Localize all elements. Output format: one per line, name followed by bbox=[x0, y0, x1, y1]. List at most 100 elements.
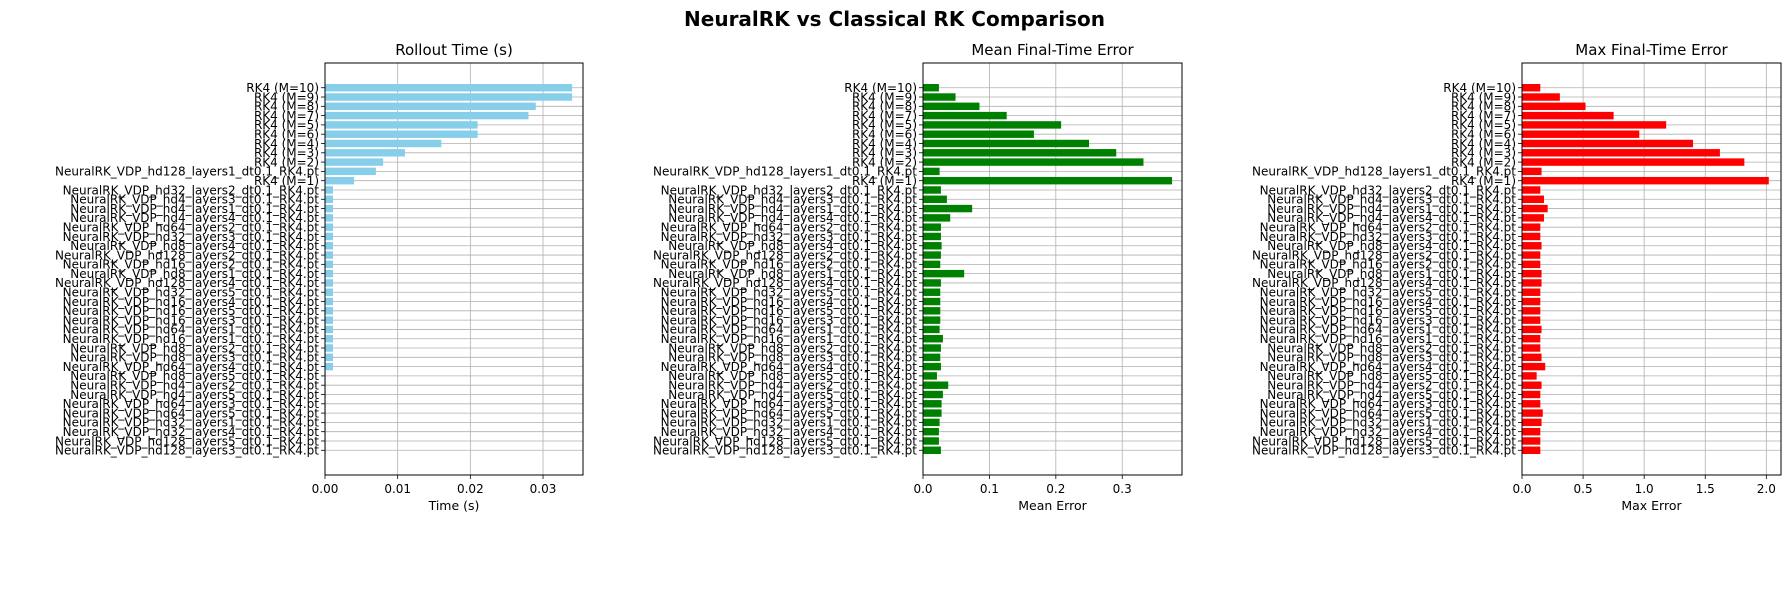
bar bbox=[325, 130, 478, 138]
y-tick-label: NeuralRK_VDP_hd4_layers1_dt0.1_RK4.pt bbox=[1267, 202, 1516, 216]
y-tick-label: NeuralRK_VDP_hd128_layers5_dt0.1_RK4.pt bbox=[55, 434, 319, 448]
y-tick-label: NeuralRK_VDP_hd64_layers2_dt0.1_RK4.pt bbox=[661, 220, 918, 234]
y-tick-label: NeuralRK_VDP_hd16_layers3_dt0.1_RK4.pt bbox=[63, 313, 320, 327]
y-tick-label: NeuralRK_VDP_hd64_layers5_dt0.1_RK4.pt bbox=[661, 406, 918, 420]
bar bbox=[923, 344, 941, 352]
bar bbox=[1522, 297, 1541, 306]
y-tick-label: RK4 (M=2) bbox=[254, 155, 319, 169]
y-tick-label: NeuralRK_VDP_hd4_layers5_dt0.1_RK4.pt bbox=[1267, 388, 1516, 402]
bar bbox=[325, 269, 333, 278]
bar bbox=[1522, 139, 1694, 148]
bar bbox=[923, 409, 942, 417]
bar bbox=[325, 102, 536, 111]
bar bbox=[1522, 381, 1542, 389]
bar bbox=[1522, 223, 1541, 231]
y-tick-label: NeuralRK_VDP_hd16_layers2_dt0.1_RK4.pt bbox=[661, 258, 918, 272]
y-tick-label: NeuralRK_VDP_hd16_layers3_dt0.1_RK4.pt bbox=[1260, 313, 1517, 327]
y-tick-label: NeuralRK_VDP_hd32_layers1_dt0.1_RK4.pt bbox=[1260, 416, 1517, 430]
y-tick-label: RK4 (M=8) bbox=[254, 100, 319, 114]
y-tick-label: NeuralRK_VDP_hd64_layers3_dt0.1_RK4.pt bbox=[661, 397, 918, 411]
y-tick-label: RK4 (M=3) bbox=[1451, 146, 1516, 160]
y-tick-label: NeuralRK_VDP_hd8_layers4_dt0.1_RK4.pt bbox=[1267, 239, 1516, 253]
x-tick-label: 0.02 bbox=[457, 482, 484, 496]
y-tick-label: RK4 (M=4) bbox=[852, 137, 917, 151]
y-tick-label: RK4 (M=2) bbox=[1451, 155, 1516, 169]
y-tick-label: NeuralRK_VDP_hd64_layers1_dt0.1_RK4.pt bbox=[63, 323, 320, 337]
y-tick-label: NeuralRK_VDP_hd4_layers3_dt0.1_RK4.pt bbox=[668, 193, 917, 207]
bar bbox=[325, 84, 573, 92]
y-tick-label: NeuralRK_VDP_hd32_layers3_dt0.1_RK4.pt bbox=[661, 230, 918, 244]
bar bbox=[325, 279, 333, 287]
chart-panel-2: RK4 (M=10)RK4 (M=9)RK4 (M=8)RK4 (M=7)RK4… bbox=[653, 41, 1183, 513]
bar bbox=[923, 381, 949, 389]
y-tick-label: NeuralRK_VDP_hd64_layers3_dt0.1_RK4.pt bbox=[63, 397, 320, 411]
bar bbox=[1522, 335, 1541, 343]
bar bbox=[325, 316, 333, 324]
y-tick-label: NeuralRK_VDP_hd8_layers2_dt0.1_RK4.pt bbox=[1267, 341, 1516, 355]
y-tick-label: NeuralRK_VDP_hd16_layers4_dt0.1_RK4.pt bbox=[63, 295, 320, 309]
y-tick-label: NeuralRK_VDP_hd4_layers4_dt0.1_RK4.pt bbox=[1267, 211, 1516, 225]
bar bbox=[325, 232, 333, 241]
bar bbox=[325, 251, 333, 259]
bar bbox=[923, 279, 941, 287]
x-tick-label: 0.3 bbox=[1113, 482, 1132, 496]
bar bbox=[923, 400, 942, 408]
y-tick-label: RK4 (M=7) bbox=[1451, 109, 1516, 123]
x-tick-label: 0.01 bbox=[384, 482, 411, 496]
bar bbox=[923, 130, 1034, 138]
bar bbox=[923, 121, 1062, 129]
y-tick-label: NeuralRK_VDP_hd64_layers2_dt0.1_RK4.pt bbox=[63, 220, 320, 234]
y-tick-label: RK4 (M=4) bbox=[1451, 137, 1516, 151]
chart-panel-3: RK4 (M=10)RK4 (M=9)RK4 (M=8)RK4 (M=7)RK4… bbox=[1252, 41, 1782, 513]
bar bbox=[923, 288, 941, 296]
y-tick-label: RK4 (M=8) bbox=[1451, 100, 1516, 114]
bar bbox=[923, 418, 940, 427]
y-tick-label: NeuralRK_VDP_hd4_layers4_dt0.1_RK4.pt bbox=[70, 211, 319, 225]
bar bbox=[923, 325, 940, 334]
x-tick-label: 0.2 bbox=[1046, 482, 1065, 496]
bar bbox=[1522, 102, 1586, 111]
bar bbox=[325, 139, 442, 148]
chart-panels: RK4 (M=10)RK4 (M=9)RK4 (M=8)RK4 (M=7)RK4… bbox=[55, 41, 1782, 513]
y-tick-label: NeuralRK_VDP_hd128_layers4_dt0.1_RK4.pt bbox=[1252, 276, 1516, 290]
bar bbox=[1522, 427, 1541, 436]
y-tick-label: NeuralRK_VDP_hd32_layers4_dt0.1_RK4.pt bbox=[661, 425, 918, 439]
bar bbox=[923, 111, 1007, 120]
y-tick-label: NeuralRK_VDP_hd32_layers2_dt0.1_RK4.pt bbox=[1260, 183, 1517, 197]
y-tick-label: NeuralRK_VDP_hd4_layers2_dt0.1_RK4.pt bbox=[668, 379, 917, 393]
y-tick-label: NeuralRK_VDP_hd16_layers1_dt0.1_RK4.pt bbox=[1260, 332, 1517, 346]
y-tick-label: NeuralRK_VDP_hd64_layers4_dt0.1_RK4.pt bbox=[661, 360, 918, 374]
y-tick-label: RK4 (M=7) bbox=[852, 109, 917, 123]
bar bbox=[923, 297, 941, 306]
bar bbox=[923, 446, 941, 454]
bar bbox=[325, 167, 376, 176]
y-tick-label: NeuralRK_VDP_hd128_layers3_dt0.1_RK4.pt bbox=[1252, 444, 1516, 458]
bar bbox=[1522, 279, 1542, 287]
y-tick-label: NeuralRK_VDP_hd8_layers1_dt0.1_RK4.pt bbox=[70, 267, 319, 281]
y-tick-label: RK4 (M=3) bbox=[852, 146, 917, 160]
y-tick-label: NeuralRK_VDP_hd4_layers5_dt0.1_RK4.pt bbox=[70, 388, 319, 402]
bar bbox=[923, 269, 965, 278]
bar bbox=[325, 353, 333, 362]
y-tick-label: NeuralRK_VDP_hd32_layers2_dt0.1_RK4.pt bbox=[63, 183, 320, 197]
y-tick-label: NeuralRK_VDP_hd4_layers1_dt0.1_RK4.pt bbox=[668, 202, 917, 216]
bar bbox=[1522, 409, 1543, 417]
bar bbox=[1522, 84, 1541, 92]
bar bbox=[325, 307, 333, 315]
chart-title: Rollout Time (s) bbox=[395, 41, 513, 59]
x-axis-label: Time (s) bbox=[428, 498, 480, 513]
bar bbox=[1522, 372, 1537, 380]
y-tick-label: NeuralRK_VDP_hd4_layers3_dt0.1_RK4.pt bbox=[70, 193, 319, 207]
bar bbox=[325, 158, 384, 166]
bar bbox=[325, 149, 405, 157]
y-tick-label: RK4 (M=8) bbox=[852, 100, 917, 114]
y-tick-label: NeuralRK_VDP_hd32_layers4_dt0.1_RK4.pt bbox=[1260, 425, 1517, 439]
bar bbox=[325, 335, 333, 343]
y-tick-label: NeuralRK_VDP_hd4_layers2_dt0.1_RK4.pt bbox=[1267, 379, 1516, 393]
bar bbox=[1522, 344, 1541, 352]
bar bbox=[1522, 353, 1542, 362]
y-tick-label: NeuralRK_VDP_hd4_layers4_dt0.1_RK4.pt bbox=[668, 211, 917, 225]
y-tick-label: RK4 (M=7) bbox=[254, 109, 319, 123]
y-tick-label: NeuralRK_VDP_hd8_layers2_dt0.1_RK4.pt bbox=[668, 341, 917, 355]
y-tick-label: NeuralRK_VDP_hd16_layers4_dt0.1_RK4.pt bbox=[1260, 295, 1517, 309]
